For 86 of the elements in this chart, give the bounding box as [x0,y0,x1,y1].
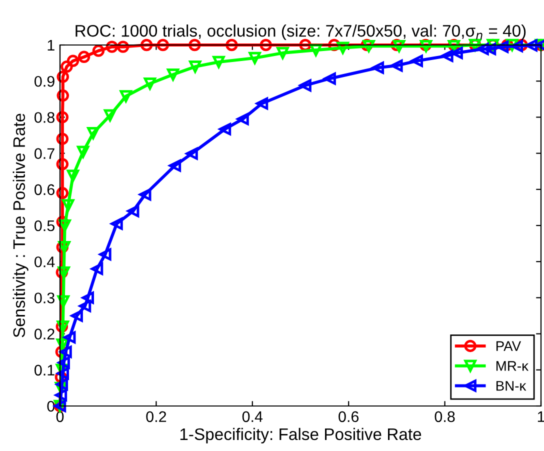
point [186,148,198,160]
x-tick-label: 0 [56,411,64,422]
point [127,204,140,218]
point [99,248,112,260]
point [60,346,72,358]
point [299,79,312,92]
point [106,40,118,53]
point [110,218,123,230]
legend-label: MR-κ [496,361,529,371]
point [56,70,69,83]
point [57,295,70,308]
point [56,186,69,200]
y-tick-label: 0.1 [34,364,54,376]
point [66,54,80,67]
point [510,40,524,52]
point [87,126,100,140]
point [139,188,152,201]
point [166,68,180,81]
point [156,38,170,52]
point [476,42,489,56]
point [58,219,71,232]
point [336,42,349,54]
point [56,132,69,145]
point [168,159,182,172]
point [56,158,69,170]
point [189,60,202,73]
point [390,59,403,72]
point [140,38,153,52]
x-tick-label: 0.4 [242,411,263,422]
legend-label: PAV [496,341,522,351]
point [70,310,83,322]
point [324,72,336,85]
point [256,97,268,110]
point [226,38,238,52]
point [60,60,73,73]
y-tick-label: 0.7 [34,148,54,159]
point [372,62,384,74]
point [120,90,132,102]
point [92,44,105,57]
point [76,146,90,158]
x-tick-label: 0.8 [434,411,455,422]
point [62,199,74,212]
point [64,331,76,344]
y-axis-title: Sensitivity : True Positive Rate [12,114,28,338]
point [248,52,261,64]
point [218,123,232,136]
y-tick-label: 0.3 [34,292,54,304]
y-tick-label: 0.4 [34,256,55,268]
point [260,38,272,52]
point [78,300,92,312]
x-tick-label: 0.6 [338,411,359,422]
point [58,356,70,369]
point [82,292,94,304]
point [78,50,90,64]
point [144,78,156,90]
legend-label: BN-κ [496,381,526,391]
point [56,367,69,380]
point [310,44,322,56]
y-tick-label: 0.5 [34,220,54,232]
chart-title: ROC: 1000 trials, occlusion (size: 7x7/50x50, val: 70,σ$_{n}$ = 40) [76,24,526,40]
point [441,50,454,62]
point [56,89,69,102]
point [188,38,201,52]
point [56,338,69,351]
point [56,378,68,390]
point [66,170,80,182]
y-tick-label: 0.9 [34,76,54,87]
point [90,262,104,275]
y-tick-label: 0.8 [34,112,54,123]
point [116,40,130,53]
point [496,40,509,53]
point [392,40,406,52]
point [410,54,424,67]
point [56,111,69,124]
x-axis-title: 1-Specificity: False Positive Rate [180,428,422,444]
point [276,46,289,60]
x-tick-label: 0.2 [146,411,166,422]
y-tick-label: 0.6 [34,184,54,196]
y-tick-label: 0 [47,400,55,412]
point [212,56,225,68]
y-tick-label: 0.2 [34,328,54,340]
point [525,39,538,52]
y-tick-label: 1 [48,40,54,51]
point [236,112,249,126]
point [54,389,68,402]
point [104,109,116,122]
